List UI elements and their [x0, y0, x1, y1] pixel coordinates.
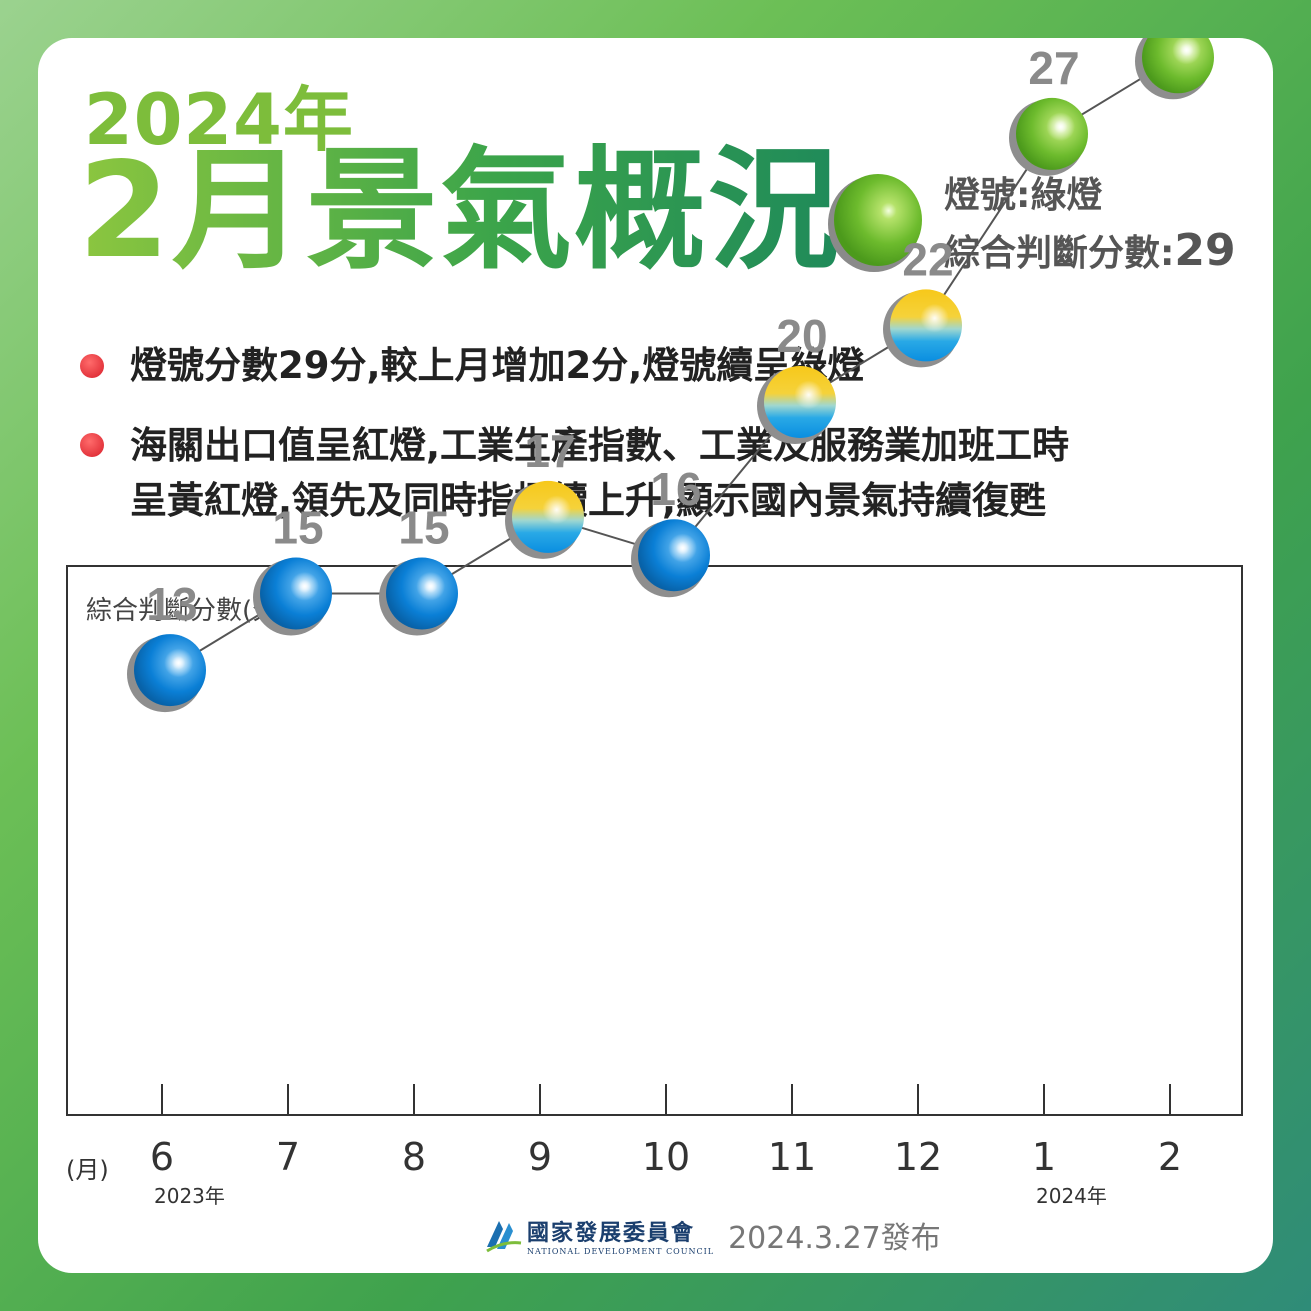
x-year-label: 2024年 [1036, 1184, 1107, 1208]
value-label-1: 27 [1028, 42, 1079, 94]
org-name: 國家發展委員會 NATIONAL DEVELOPMENT COUNCIL [527, 1215, 714, 1256]
signal-point-2 [1135, 38, 1214, 100]
x-tick-label-7: 7 [275, 1135, 301, 1179]
bullet-dot-icon [80, 354, 104, 378]
green-signal-light-icon [828, 174, 922, 272]
main-title: 2月景氣概況 [78, 134, 842, 288]
x-tick-label-1: 1 [1031, 1135, 1057, 1179]
signal-shadow [883, 291, 959, 368]
signal-ball [1142, 38, 1214, 94]
signal-point-1 [1009, 97, 1088, 176]
org-name-zh: 國家發展委員會 [527, 1219, 696, 1246]
x-tick-label-10: 10 [641, 1135, 691, 1179]
y-axis-label: 綜合判斷分數(分) [86, 596, 289, 626]
publish-date: 2024.3.27發布 [728, 1221, 941, 1256]
signal-point-12 [883, 289, 962, 368]
bullet-text-2-line-1: 海關出口值呈紅燈,工業生產指數、工業及服務業加班工時 [130, 424, 1070, 467]
ndc-logo-icon [486, 1221, 522, 1253]
x-tick-label-8: 8 [401, 1135, 427, 1179]
x-tick-label-12: 12 [893, 1135, 943, 1179]
signal-shine [1016, 97, 1088, 170]
x-tick-label-9: 9 [527, 1135, 553, 1179]
signal-shadow [1135, 38, 1211, 100]
chart-frame [66, 565, 1243, 1116]
bullet-dot-icon [80, 433, 104, 457]
signal-shadow [1009, 99, 1085, 176]
signal-ball [890, 289, 962, 362]
lamp-status: 燈號:綠燈 [944, 175, 1103, 216]
signal-shine [1142, 38, 1214, 94]
bullet-text-2-line-2: 呈黃紅燈,領先及同時指標續上升,顯示國內景氣持續復甦 [130, 479, 1047, 522]
composite-score-value: 29 [1174, 225, 1236, 276]
bullet-text-1: 燈號分數29分,較上月增加2分,燈號續呈綠燈 [130, 344, 865, 387]
x-tick-label-2: 2 [1157, 1135, 1183, 1179]
org-name-en: NATIONAL DEVELOPMENT COUNCIL [527, 1246, 715, 1256]
composite-score: 綜合判斷分數:29 [944, 225, 1236, 276]
x-year-label: 2023年 [154, 1184, 225, 1208]
signal-shine [890, 289, 962, 362]
footer: 國家發展委員會 NATIONAL DEVELOPMENT COUNCIL 202… [483, 1213, 941, 1257]
content-card: 2024年 2月景氣概況 燈號:綠燈 綜合判斷分數:29 燈號分數29分,較上月… [38, 38, 1273, 1273]
x-axis-unit: (月) [66, 1156, 109, 1184]
x-tick-label-11: 11 [767, 1135, 817, 1179]
x-tick-label-6: 6 [149, 1135, 175, 1179]
signal-ball [1016, 97, 1088, 170]
